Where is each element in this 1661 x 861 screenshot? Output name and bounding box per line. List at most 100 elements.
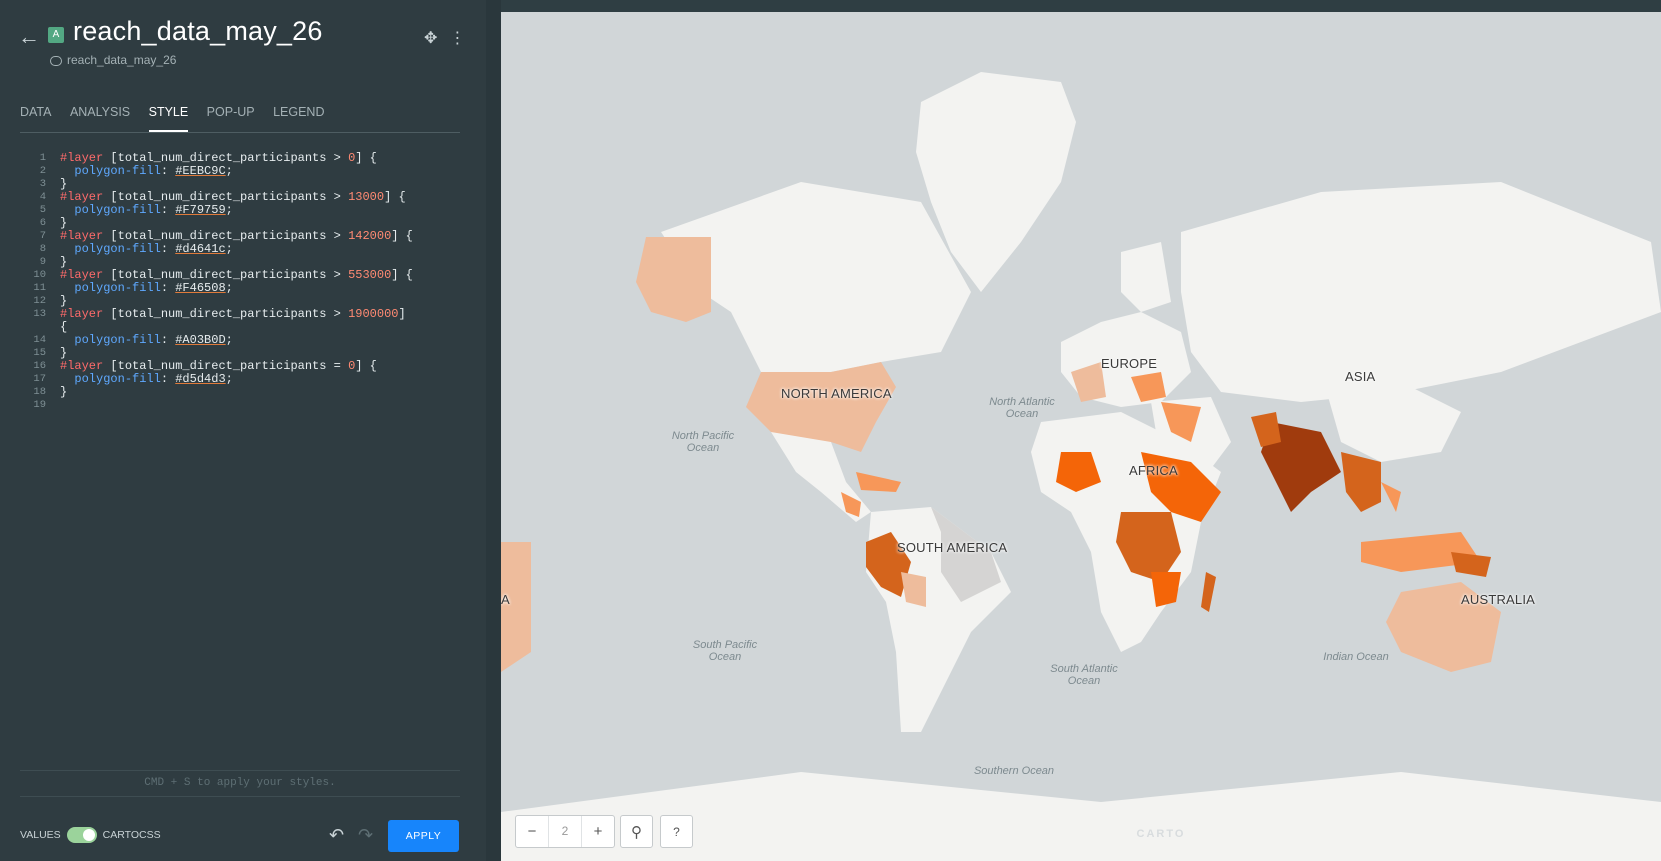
label-indian-ocean: Indian Ocean — [1323, 651, 1389, 663]
code-text: polygon-fill: #EEBC9C; — [74, 164, 233, 178]
map-help-button[interactable]: ? — [660, 815, 693, 848]
condition: [total_num_direct_participants > — [103, 151, 349, 165]
condition: [total_num_direct_participants = — [103, 359, 349, 373]
russia-asia — [1181, 182, 1661, 402]
label-left-edge: A — [501, 592, 510, 607]
threshold-value: 0 — [348, 151, 356, 165]
tab-style[interactable]: STYLE — [148, 105, 189, 132]
tab-bar: DATA ANALYSIS STYLE POP-UP LEGEND — [20, 103, 460, 133]
code-text: #layer [total_num_direct_participants > … — [60, 152, 377, 165]
code-line: 14 polygon-fill: #A03B0D; — [20, 334, 460, 347]
region-middle-east — [1161, 402, 1201, 442]
line-number: 14 — [33, 334, 46, 346]
map-view[interactable]: NORTH AMERICA EUROPE ASIA AFRICA SOUTH A… — [501, 12, 1661, 861]
code-line: 2 polygon-fill: #EEBC9C; — [20, 165, 460, 178]
code-text: } — [60, 295, 67, 308]
code-line: 19 — [20, 399, 460, 412]
code-text: polygon-fill: #A03B0D; — [74, 333, 233, 347]
region-usa — [746, 362, 896, 452]
map-search-button[interactable]: ⚲ — [620, 815, 653, 848]
region-southeast-asia — [1341, 452, 1381, 512]
code-text: #layer [total_num_direct_participants > … — [60, 269, 413, 282]
property-name: polygon-fill — [74, 242, 161, 256]
code-text: polygon-fill: #d4641c; — [74, 242, 233, 256]
region-india — [1261, 422, 1341, 512]
brace: } — [60, 216, 68, 230]
tab-analysis[interactable]: ANALYSIS — [69, 105, 131, 119]
threshold-value: 1900000 — [348, 307, 399, 321]
style-editor-panel: ← A reach_data_may_26 reach_data_may_26 … — [0, 0, 486, 861]
property-name: polygon-fill — [74, 372, 161, 386]
code-line: 10 #layer [total_num_direct_participants … — [20, 269, 460, 282]
selector: #layer — [60, 229, 104, 243]
selector: #layer — [60, 190, 104, 204]
line-number: 7 — [39, 230, 46, 242]
code-text: } — [60, 256, 67, 269]
region-west-africa — [1056, 452, 1101, 492]
region-southeast-africa — [1151, 572, 1181, 607]
tab-data[interactable]: DATA — [20, 105, 52, 119]
code-line: 6} — [20, 217, 460, 230]
code-line: 9} — [20, 256, 460, 269]
code-line: 1 #layer [total_num_direct_participants >… — [20, 152, 460, 165]
code-text: #layer [total_num_direct_participants = … — [60, 360, 377, 373]
zoom-in-button[interactable]: + — [593, 823, 603, 840]
apply-button[interactable]: APPLY — [388, 820, 459, 852]
threshold-value: 142000 — [348, 229, 392, 243]
line-number: 16 — [33, 360, 46, 372]
search-icon: ⚲ — [631, 823, 642, 841]
selector: #layer — [60, 151, 104, 165]
line-number: 17 — [33, 373, 46, 385]
color-value: #d5d4d3 — [175, 372, 226, 386]
label-australia: AUSTRALIA — [1461, 592, 1536, 607]
line-number: 13 — [33, 308, 46, 320]
code-line: 11 polygon-fill: #F46508; — [20, 282, 460, 295]
greenland — [916, 72, 1076, 292]
code-line: 8 polygon-fill: #d4641c; — [20, 243, 460, 256]
china — [1321, 372, 1461, 462]
region-balkans — [1131, 372, 1166, 402]
brace: ] — [398, 307, 406, 321]
region-australia — [1386, 582, 1501, 672]
brace: ] { — [391, 229, 413, 243]
brace: } — [60, 385, 68, 399]
brace: } — [60, 255, 68, 269]
brace: } — [60, 294, 68, 308]
line-number — [20, 321, 46, 334]
label-north-atlantic: North Atlantic Ocean — [989, 396, 1055, 420]
code-line: 13 #layer [total_num_direct_participants … — [20, 308, 460, 321]
code-line: 5 polygon-fill: #F79759; — [20, 204, 460, 217]
selector: #layer — [60, 268, 104, 282]
tab-popup[interactable]: POP-UP — [206, 105, 255, 119]
code-line: 4 #layer [total_num_direct_participants >… — [20, 191, 460, 204]
code-line: 7 #layer [total_num_direct_participants >… — [20, 230, 460, 243]
brace: { — [60, 320, 68, 334]
carto-watermark: CARTO — [1136, 828, 1186, 840]
cartocss-editor[interactable]: 1 #layer [total_num_direct_participants >… — [20, 152, 460, 412]
region-bolivia — [901, 572, 926, 607]
label-southern-ocean: Southern Ocean — [973, 765, 1055, 777]
region-madagascar — [1201, 572, 1216, 612]
values-label: VALUES — [20, 829, 61, 841]
tab-legend[interactable]: LEGEND — [273, 105, 325, 119]
mode-toggle: VALUES CARTOCSS — [20, 827, 161, 843]
code-line: 15} — [20, 347, 460, 360]
move-icon[interactable]: ✥ — [424, 30, 438, 47]
code-text: } — [60, 386, 67, 399]
layer-title[interactable]: reach_data_may_26 — [73, 16, 323, 46]
back-arrow-icon[interactable]: ← — [18, 24, 40, 49]
redo-icon: ↷ — [358, 825, 374, 845]
zoom-control: − 2 + — [515, 815, 615, 848]
property-name: polygon-fill — [74, 281, 161, 295]
code-text: polygon-fill: #F46508; — [74, 281, 233, 295]
antarctica — [501, 772, 1661, 861]
brace: ] { — [384, 190, 406, 204]
property-name: polygon-fill — [74, 164, 161, 178]
zoom-out-button[interactable]: − — [516, 816, 549, 847]
more-vertical-icon[interactable]: ⋮ — [449, 30, 466, 47]
undo-icon[interactable]: ↶ — [329, 825, 345, 845]
property-name: polygon-fill — [74, 203, 161, 217]
code-line: { — [20, 321, 460, 334]
values-cartocss-switch[interactable] — [66, 827, 97, 843]
region-alaska — [636, 237, 711, 322]
